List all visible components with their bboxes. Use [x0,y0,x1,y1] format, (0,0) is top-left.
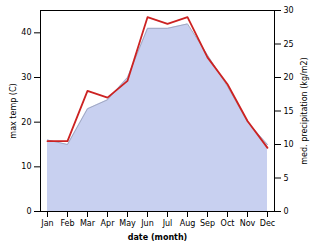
svg-text:Feb: Feb [60,219,74,228]
svg-text:40: 40 [21,28,31,37]
svg-text:date (month): date (month) [128,233,188,242]
svg-text:0: 0 [26,207,31,216]
svg-text:max temp (C): max temp (C) [9,83,18,138]
svg-text:30: 30 [284,6,294,15]
svg-text:10: 10 [284,140,294,149]
svg-text:May: May [119,219,136,228]
svg-text:Mar: Mar [80,219,96,228]
svg-text:Dec: Dec [260,219,275,228]
svg-text:Oct: Oct [221,219,235,228]
svg-text:10: 10 [21,162,31,171]
svg-text:Sep: Sep [200,219,215,228]
svg-text:15: 15 [284,107,294,116]
svg-text:5: 5 [284,174,289,183]
svg-text:Apr: Apr [101,219,116,228]
svg-text:30: 30 [21,73,31,82]
svg-text:20: 20 [284,73,294,82]
svg-text:Jan: Jan [40,219,53,228]
svg-text:Nov: Nov [240,219,256,228]
svg-text:Jul: Jul [162,219,173,228]
svg-text:20: 20 [21,118,31,127]
svg-text:25: 25 [284,40,294,49]
svg-text:Aug: Aug [180,219,196,228]
svg-text:med. precipitation (kg/m2): med. precipitation (kg/m2) [300,57,309,164]
svg-text:0: 0 [284,207,289,216]
svg-text:Jun: Jun [140,219,154,228]
